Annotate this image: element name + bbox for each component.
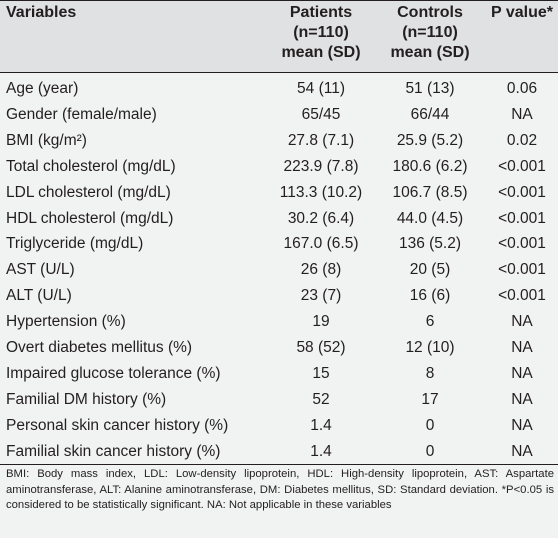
table-row: AST (U/L) 26 (8) 20 (5) <0.001 <box>0 257 558 282</box>
table-row: HDL cholesterol (mg/dL) 30.2 (6.4) 44.0 (4… <box>0 206 558 231</box>
p-value-cell: <0.001 <box>498 209 546 227</box>
controls-cell: 66/44 <box>410 105 450 123</box>
variable-cell: AST (U/L) <box>6 261 75 279</box>
patients-cell: 54 (11) <box>297 80 345 97</box>
variable-cell: BMI (kg/m²) <box>6 131 87 149</box>
controls-cell: 51 (13) <box>405 80 455 97</box>
header-controls-line3: mean (SD) <box>390 44 470 61</box>
header-controls: Controls (n=110) mean (SD) <box>380 3 480 63</box>
patients-cell: 30.2 (6.4) <box>287 209 355 227</box>
table-row: Gender (female/male) 65/45 66/44 NA <box>0 102 558 127</box>
table-header <box>0 0 558 72</box>
header-rule <box>0 72 558 73</box>
patients-cell: 19 <box>312 313 330 331</box>
patients-cell: 1.4 <box>310 416 332 434</box>
controls-cell: 20 (5) <box>409 261 451 279</box>
patients-cell: 23 (7) <box>300 287 342 305</box>
controls-cell: 8 <box>425 364 435 382</box>
table-row: Triglyceride (mg/dL) 167.0 (6.5) 136 (5.2)… <box>0 231 558 256</box>
p-value-cell: <0.001 <box>498 261 546 279</box>
p-value-cell: NA <box>511 442 533 460</box>
patients-cell: 15 <box>312 364 330 382</box>
p-value-cell: NA <box>511 416 533 434</box>
p-value-cell: NA <box>511 364 533 382</box>
controls-cell: 106.7 (8.5) <box>392 183 468 201</box>
p-value-cell: NA <box>511 390 533 408</box>
controls-cell: 0 <box>425 416 435 434</box>
variable-cell: LDL cholesterol (mg/dL) <box>6 183 171 201</box>
patients-cell: 27.8 (7.1) <box>287 131 355 149</box>
controls-cell: 12 (10) <box>405 339 455 356</box>
controls-cell: 17 <box>421 390 439 408</box>
patients-cell: 65/45 <box>301 105 341 123</box>
header-controls-line2: (n=110) <box>402 24 458 41</box>
header-patients-line1: Patients <box>289 4 353 21</box>
header-patients-line2: (n=110) <box>293 24 349 41</box>
header-variables: Variables <box>6 4 77 21</box>
variable-cell: Impaired glucose tolerance (%) <box>6 364 221 382</box>
variable-cell: Familial skin cancer history (%) <box>6 442 221 460</box>
header-p-value: P value* <box>491 4 553 21</box>
table-row: Personal skin cancer history (%) 1.4 0 NA <box>0 413 558 438</box>
controls-cell: 6 <box>425 313 435 331</box>
bottom-rule <box>0 464 558 465</box>
patients-cell: 26 (8) <box>300 261 342 279</box>
variable-cell: Hypertension (%) <box>6 313 126 331</box>
p-value-cell: <0.001 <box>498 235 546 253</box>
variable-cell: Triglyceride (mg/dL) <box>6 235 144 253</box>
patients-cell: 58 (52) <box>296 339 346 356</box>
table-row: Hypertension (%) 19 6 NA <box>0 309 558 334</box>
variable-cell: Age (year) <box>6 80 79 97</box>
header-controls-line1: Controls <box>397 4 463 21</box>
variable-cell: Personal skin cancer history (%) <box>6 416 229 434</box>
table-row: Age (year) 54 (11) 51 (13) 0.06 <box>0 76 558 101</box>
table-row: Familial DM history (%) 52 17 NA <box>0 387 558 412</box>
controls-cell: 16 (6) <box>409 287 451 305</box>
controls-cell: 44.0 (4.5) <box>396 209 464 227</box>
header-patients-line3: mean (SD) <box>281 44 361 61</box>
variable-cell: Gender (female/male) <box>6 105 157 123</box>
table-row: Overt diabetes mellitus (%) 58 (52) 12 (10… <box>0 335 558 360</box>
controls-cell: 0 <box>425 442 435 460</box>
variable-cell: Familial DM history (%) <box>6 390 167 408</box>
table-row: Impaired glucose tolerance (%) 15 8 NA <box>0 361 558 386</box>
p-value-cell: <0.001 <box>498 183 546 201</box>
controls-cell: 180.6 (6.2) <box>392 157 468 175</box>
patients-cell: 52 <box>312 390 330 408</box>
p-value-cell: <0.001 <box>498 157 546 175</box>
controls-cell: 136 (5.2) <box>398 235 462 253</box>
table-row: ALT (U/L) 23 (7) 16 (6) <0.001 <box>0 283 558 308</box>
p-value-cell: 0.06 <box>506 80 538 97</box>
top-rule <box>0 0 558 1</box>
controls-cell: 25.9 (5.2) <box>396 131 464 149</box>
patients-cell: 113.3 (10.2) <box>279 183 363 201</box>
table-row: LDL cholesterol (mg/dL) 113.3 (10.2) 106.7… <box>0 180 558 205</box>
table-footnote: BMI: Body mass index, LDL: Low-density l… <box>6 468 554 511</box>
p-value-cell: <0.001 <box>498 287 546 305</box>
table-row: Total cholesterol (mg/dL) 223.9 (7.8) 180.… <box>0 154 558 179</box>
patients-cell: 223.9 (7.8) <box>283 157 359 175</box>
table-row: Familial skin cancer history (%) 1.4 0 NA <box>0 439 558 464</box>
variable-cell: Total cholesterol (mg/dL) <box>6 157 176 175</box>
patients-cell: 167.0 (6.5) <box>283 235 359 253</box>
p-value-cell: NA <box>511 313 533 331</box>
p-value-cell: NA <box>511 339 533 356</box>
table-row: BMI (kg/m²) 27.8 (7.1) 25.9 (5.2) 0.02 <box>0 128 558 153</box>
variable-cell: HDL cholesterol (mg/dL) <box>6 209 174 227</box>
variable-cell: Overt diabetes mellitus (%) <box>6 339 193 356</box>
p-value-cell: 0.02 <box>506 131 538 149</box>
p-value-cell: NA <box>511 105 533 123</box>
patients-cell: 1.4 <box>310 442 332 460</box>
variable-cell: ALT (U/L) <box>6 287 72 305</box>
header-patients: Patients (n=110) mean (SD) <box>262 3 380 63</box>
